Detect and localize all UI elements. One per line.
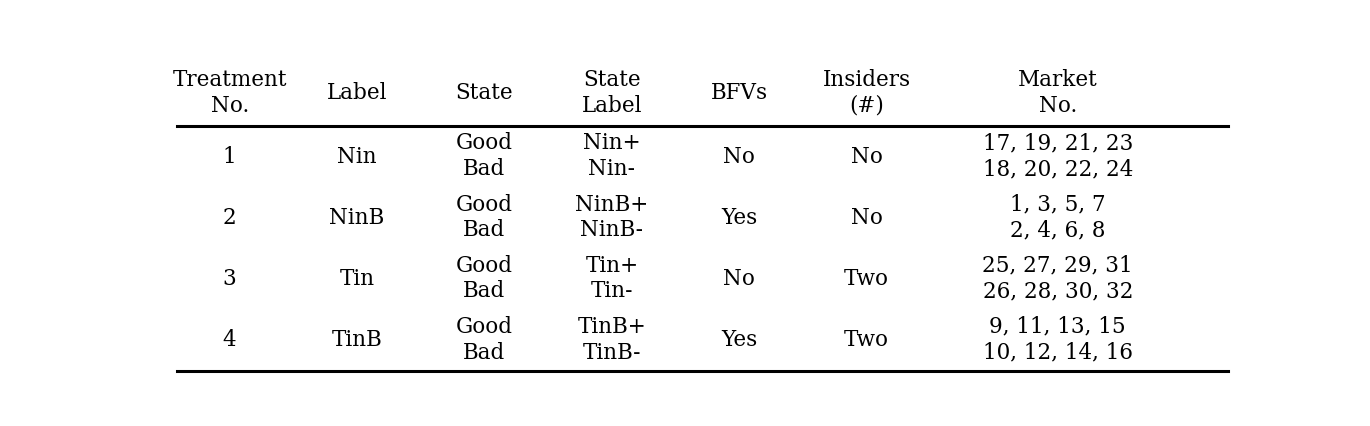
Text: Two: Two bbox=[844, 329, 889, 351]
Text: Yes: Yes bbox=[721, 329, 758, 351]
Text: 9, 11, 13, 15: 9, 11, 13, 15 bbox=[989, 316, 1126, 338]
Text: 2: 2 bbox=[223, 207, 237, 229]
Text: 2, 4, 6, 8: 2, 4, 6, 8 bbox=[1010, 219, 1106, 241]
Text: TinB-: TinB- bbox=[582, 342, 641, 364]
Text: Market
No.: Market No. bbox=[1018, 69, 1097, 117]
Text: Nin: Nin bbox=[337, 146, 377, 168]
Text: Nin-: Nin- bbox=[588, 158, 636, 180]
Text: TinB: TinB bbox=[332, 329, 382, 351]
Text: 4: 4 bbox=[223, 329, 237, 351]
Text: BFVs: BFVs bbox=[711, 82, 767, 104]
Text: Tin: Tin bbox=[340, 268, 374, 290]
Text: Tin-: Tin- bbox=[590, 280, 633, 302]
Text: Bad: Bad bbox=[463, 342, 506, 364]
Text: NinB: NinB bbox=[329, 207, 385, 229]
Text: Nin+: Nin+ bbox=[584, 132, 641, 155]
Text: Tin+: Tin+ bbox=[585, 255, 638, 277]
Text: Treatment
No.: Treatment No. bbox=[173, 69, 286, 117]
Text: No: No bbox=[851, 146, 882, 168]
Text: No: No bbox=[723, 146, 755, 168]
Text: NinB-: NinB- bbox=[581, 219, 644, 241]
Text: State
Label: State Label bbox=[582, 69, 643, 117]
Text: 18, 20, 22, 24: 18, 20, 22, 24 bbox=[982, 158, 1133, 180]
Text: Label: Label bbox=[327, 82, 388, 104]
Text: No: No bbox=[851, 207, 882, 229]
Text: Bad: Bad bbox=[463, 219, 506, 241]
Text: 25, 27, 29, 31: 25, 27, 29, 31 bbox=[982, 255, 1133, 277]
Text: Good: Good bbox=[456, 132, 512, 155]
Text: Good: Good bbox=[456, 316, 512, 338]
Text: Bad: Bad bbox=[463, 158, 506, 180]
Text: State: State bbox=[456, 82, 514, 104]
Text: 3: 3 bbox=[223, 268, 237, 290]
Text: Bad: Bad bbox=[463, 280, 506, 302]
Text: 1, 3, 5, 7: 1, 3, 5, 7 bbox=[1010, 193, 1106, 216]
Text: Yes: Yes bbox=[721, 207, 758, 229]
Text: Good: Good bbox=[456, 255, 512, 277]
Text: No: No bbox=[723, 268, 755, 290]
Text: 1: 1 bbox=[223, 146, 237, 168]
Text: NinB+: NinB+ bbox=[575, 193, 648, 216]
Text: 10, 12, 14, 16: 10, 12, 14, 16 bbox=[982, 342, 1133, 364]
Text: 26, 28, 30, 32: 26, 28, 30, 32 bbox=[982, 280, 1133, 302]
Text: 17, 19, 21, 23: 17, 19, 21, 23 bbox=[982, 132, 1133, 155]
Text: TinB+: TinB+ bbox=[578, 316, 647, 338]
Text: Insiders
(#): Insiders (#) bbox=[822, 69, 911, 117]
Text: Two: Two bbox=[844, 268, 889, 290]
Text: Good: Good bbox=[456, 193, 512, 216]
